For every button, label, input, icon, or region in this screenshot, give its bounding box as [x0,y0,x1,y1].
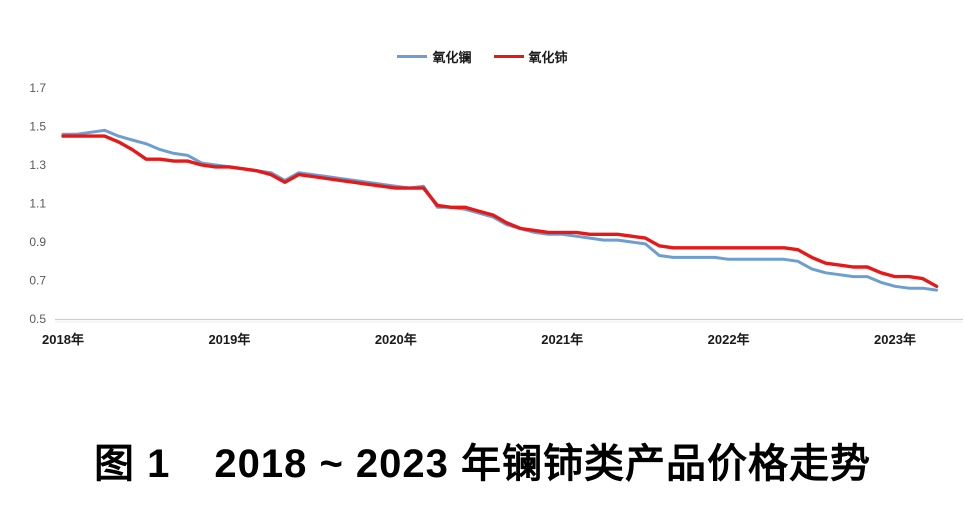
legend-label-lanthanum: 氧化镧 [432,50,472,65]
y-tick-label: 1.5 [29,120,46,134]
legend-label-cerium: 氧化铈 [528,50,568,65]
y-tick-label: 1.1 [29,197,46,211]
y-tick-label: 1.3 [29,158,46,172]
legend-item-cerium-oxide: 氧化铈 [493,47,568,66]
x-tick-label: 2021年 [541,332,583,347]
x-tick-label: 2022年 [708,332,750,347]
x-tick-label: 2023年 [874,332,916,347]
figure-number: 图 1 [93,442,171,486]
figure-caption: 图 1 2018 ~ 2023 年镧铈类产品价格走势 [0,431,965,489]
y-tick-label: 0.7 [29,274,46,288]
x-tick-label: 2018年 [42,332,84,347]
legend-item-lanthanum-oxide: 氧化镧 [397,47,472,66]
cerium-line-swatch-icon [493,55,524,58]
series-line-lanthanum-oxide [61,128,939,292]
series-line-cerium-oxide [61,134,939,288]
lanthanum-line-swatch-icon [397,55,428,58]
x-tick-label: 2019年 [208,332,250,347]
y-tick-label: 1.7 [29,81,46,95]
figure-title: 2018 ~ 2023 年镧铈类产品价格走势 [214,442,872,486]
chart-legend: 氧化镧 氧化铈 [0,47,965,66]
x-axis-labels: 2018年 2019年 2020年 2021年 2022年 2023年 [42,332,916,347]
x-tick-label: 2020年 [375,332,417,347]
y-axis-labels: 1.7 1.5 1.3 1.1 0.9 0.7 0.5 [29,81,46,326]
y-tick-label: 0.9 [29,235,46,249]
y-tick-label: 0.5 [29,312,46,326]
price-trend-chart: 1.7 1.5 1.3 1.1 0.9 0.7 0.5 2018年 2019年 2020年 2021… [29,81,963,347]
